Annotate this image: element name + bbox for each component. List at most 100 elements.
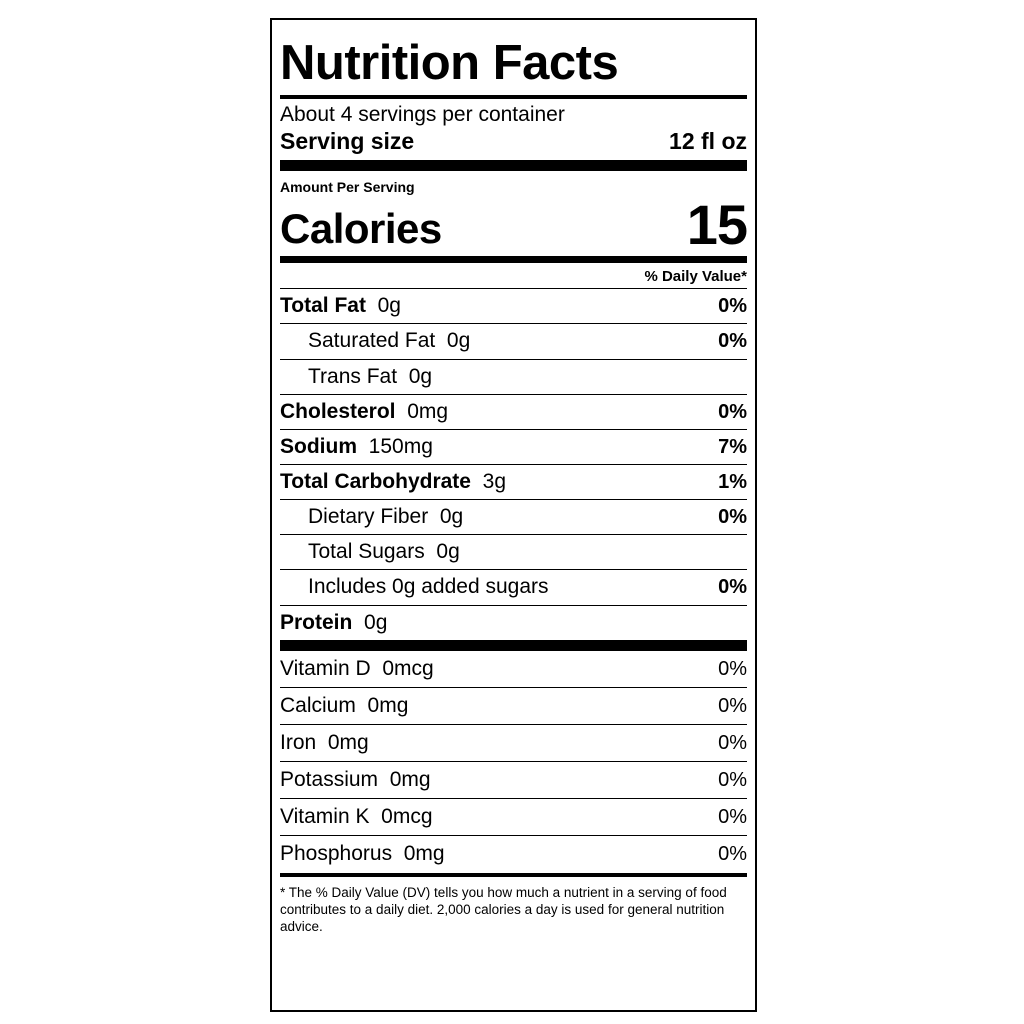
vitamin-label: Vitamin K bbox=[280, 805, 370, 829]
nutrient-label: Dietary Fiber bbox=[308, 505, 429, 529]
nutrient-name: Saturated Fat 0g bbox=[280, 329, 470, 353]
vitamin-amount: 0mg bbox=[327, 730, 369, 754]
nutrient-amount: 0mg bbox=[407, 399, 449, 423]
nutrient-amount: 0g bbox=[439, 505, 464, 529]
vitamin-row: Calcium 0mg 0% bbox=[280, 688, 747, 724]
vitamin-label: Vitamin D bbox=[280, 656, 371, 680]
nutrient-row: Saturated Fat 0g 0% bbox=[280, 324, 747, 358]
nutrient-row-divider bbox=[280, 499, 747, 501]
nutrient-row-divider bbox=[280, 569, 747, 571]
vitamin-daily-value: 0% bbox=[718, 694, 747, 717]
nutrient-name: Protein 0g bbox=[280, 611, 387, 635]
amount-per-serving-label: Amount Per Serving bbox=[280, 178, 415, 195]
vitamin-row-divider bbox=[280, 723, 747, 725]
nutrient-row: Protein 0g bbox=[280, 606, 747, 640]
nutrient-row-divider bbox=[280, 534, 747, 536]
vitamin-amount: 0mg bbox=[389, 768, 431, 792]
vitamin-row: Potassium 0mg 0% bbox=[280, 762, 747, 798]
vitamin-row-divider bbox=[280, 686, 747, 688]
vitamins-divider bbox=[280, 872, 747, 877]
nutrient-row: Sodium 150mg 7% bbox=[280, 430, 747, 464]
protein-divider bbox=[280, 639, 747, 651]
nutrient-name: Dietary Fiber 0g bbox=[280, 505, 463, 529]
nutrient-row: Includes 0g added sugars 0% bbox=[280, 570, 747, 604]
vitamin-row: Phosphorus 0mg 0% bbox=[280, 836, 747, 872]
vitamin-amount: 0mcg bbox=[382, 656, 434, 680]
nutrient-row: Cholesterol 0mg 0% bbox=[280, 395, 747, 429]
nutrient-daily-value: 7% bbox=[718, 435, 747, 458]
calories-divider bbox=[280, 256, 747, 264]
title-divider bbox=[280, 95, 747, 99]
nutrition-facts-label: Nutrition Facts About 4 servings per con… bbox=[270, 18, 757, 1012]
vitamin-daily-value: 0% bbox=[718, 657, 747, 680]
daily-value-footnote: * The % Daily Value (DV) tells you how m… bbox=[280, 884, 727, 935]
vitamin-daily-value: 0% bbox=[718, 769, 747, 792]
serving-size-label: Serving size bbox=[280, 127, 415, 154]
daily-value-header: % Daily Value* bbox=[644, 268, 747, 286]
nutrient-label: Trans Fat bbox=[308, 364, 398, 388]
vitamin-row: Vitamin K 0mcg 0% bbox=[280, 799, 747, 835]
nutrient-name: Total Carbohydrate 3g bbox=[280, 470, 506, 494]
vitamin-daily-value: 0% bbox=[718, 731, 747, 754]
vitamin-name: Vitamin D 0mcg bbox=[280, 657, 434, 681]
vitamin-daily-value: 0% bbox=[718, 843, 747, 866]
serving-size-divider bbox=[280, 159, 747, 171]
vitamin-list: Vitamin D 0mcg 0% Calcium 0mg 0% Iron 0mg 0% P… bbox=[280, 651, 747, 873]
vitamin-label: Potassium bbox=[280, 768, 379, 792]
vitamin-label: Calcium bbox=[280, 693, 356, 717]
vitamin-label: Iron bbox=[280, 730, 317, 754]
nutrient-row-divider bbox=[280, 428, 747, 430]
calories-label: Calories bbox=[280, 205, 442, 253]
nutrient-label: Total Fat bbox=[280, 294, 366, 318]
label-title: Nutrition Facts bbox=[280, 36, 619, 90]
daily-value-divider bbox=[280, 288, 747, 290]
nutrient-amount: 0g bbox=[364, 610, 388, 634]
vitamin-daily-value: 0% bbox=[718, 806, 747, 829]
servings-per-container: About 4 servings per container bbox=[280, 103, 565, 126]
nutrient-label: Saturated Fat bbox=[308, 329, 436, 353]
vitamin-row-divider bbox=[280, 798, 747, 800]
nutrient-daily-value: 0% bbox=[718, 576, 747, 599]
vitamin-name: Calcium 0mg bbox=[280, 694, 408, 718]
nutrient-amount: 0g bbox=[377, 294, 401, 318]
serving-size-value: 12 fl oz bbox=[669, 127, 747, 154]
vitamin-row: Iron 0mg 0% bbox=[280, 725, 747, 761]
nutrient-name: Cholesterol 0mg bbox=[280, 400, 448, 424]
nutrient-amount: 0g bbox=[408, 364, 433, 388]
vitamin-amount: 0mcg bbox=[381, 805, 433, 829]
vitamin-name: Phosphorus 0mg bbox=[280, 842, 445, 866]
nutrient-row-divider bbox=[280, 393, 747, 395]
vitamin-row: Vitamin D 0mcg 0% bbox=[280, 651, 747, 687]
nutrient-label: Includes 0g added sugars bbox=[308, 575, 549, 599]
serving-size-row: Serving size 12 fl oz bbox=[280, 128, 747, 160]
vitamin-row-divider bbox=[280, 835, 747, 837]
calories-row: Calories 15 bbox=[280, 192, 748, 257]
nutrient-daily-value: 0% bbox=[718, 330, 747, 353]
vitamin-amount: 0mg bbox=[367, 693, 409, 717]
nutrient-row: Trans Fat 0g bbox=[280, 360, 747, 394]
nutrient-label: Protein bbox=[280, 610, 353, 634]
nutrient-amount: 3g bbox=[482, 469, 506, 493]
nutrient-row-divider bbox=[280, 358, 747, 360]
nutrient-amount: 0g bbox=[436, 540, 460, 564]
nutrient-row-divider bbox=[280, 604, 747, 606]
nutrient-amount: 0g bbox=[446, 329, 471, 353]
nutrient-label: Total Carbohydrate bbox=[280, 469, 471, 493]
nutrient-name: Trans Fat 0g bbox=[280, 365, 432, 389]
nutrient-label: Sodium bbox=[280, 434, 357, 458]
nutrient-row-divider bbox=[280, 323, 747, 325]
nutrient-name: Sodium 150mg bbox=[280, 435, 433, 459]
nutrient-label: Cholesterol bbox=[280, 399, 396, 423]
nutrient-row: Dietary Fiber 0g 0% bbox=[280, 500, 747, 534]
nutrient-name: Includes 0g added sugars bbox=[280, 575, 549, 599]
nutrient-label: Total Sugars bbox=[308, 540, 425, 564]
nutrient-row: Total Carbohydrate 3g 1% bbox=[280, 465, 747, 499]
vitamin-amount: 0mg bbox=[403, 842, 445, 866]
vitamin-name: Vitamin K 0mcg bbox=[280, 805, 433, 829]
nutrient-name: Total Fat 0g bbox=[280, 294, 401, 318]
nutrient-list: Total Fat 0g 0% Saturated Fat 0g 0% Trans Fa… bbox=[280, 289, 747, 639]
calories-value: 15 bbox=[686, 192, 748, 256]
nutrient-amount: 150mg bbox=[368, 434, 433, 458]
nutrient-row: Total Sugars 0g bbox=[280, 535, 747, 569]
vitamin-label: Phosphorus bbox=[280, 842, 393, 866]
